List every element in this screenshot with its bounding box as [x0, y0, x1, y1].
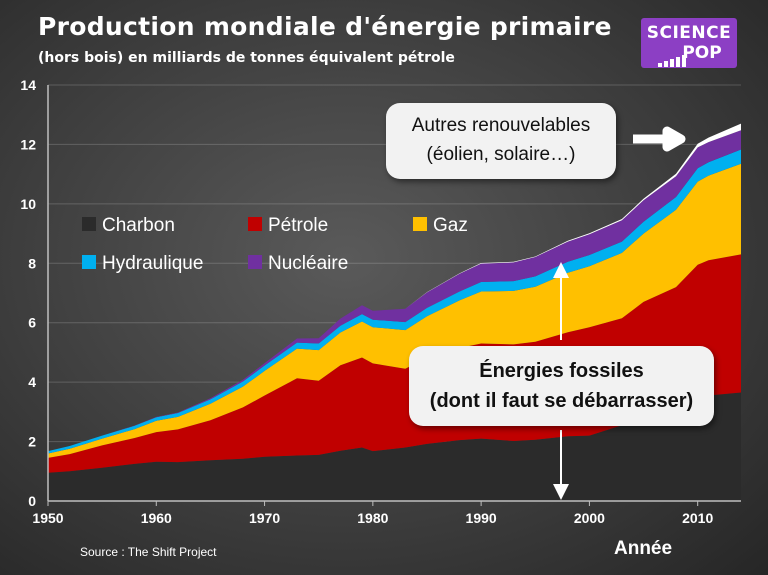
fossil-annotation: Énergies fossiles (dont il faut se débar…	[409, 346, 714, 426]
legend-label-charbon: Charbon	[102, 215, 175, 236]
logo-line2: POP	[682, 43, 722, 63]
annotation-arrows	[553, 126, 686, 500]
legend-swatch-petrole	[248, 217, 262, 231]
legend-label-petrole: Pétrole	[268, 215, 328, 236]
tick-labels: 0 2 4 6 8 10 12 14 1950 1960 1970 1980 1990 2000 2010	[20, 77, 713, 526]
y-tick-label: 0	[28, 493, 36, 509]
area-charbon	[48, 392, 741, 501]
area-series	[48, 123, 741, 501]
legend-swatch-nucleaire	[248, 255, 262, 269]
science-pop-logo: SCIENCE POP	[641, 18, 737, 68]
x-tick-label: 1980	[357, 510, 388, 526]
y-tick-label: 8	[28, 255, 36, 271]
y-tick-label: 2	[28, 434, 36, 450]
chart-title: Production mondiale d'énergie primaire	[38, 12, 612, 41]
fossil-line2: (dont il faut se débarrasser)	[429, 390, 694, 412]
x-tick-label: 1960	[141, 510, 172, 526]
legend-label-hydraulique: Hydraulique	[102, 253, 203, 274]
y-tick-label: 14	[20, 77, 36, 93]
axes	[47, 85, 741, 506]
y-tick-label: 12	[20, 136, 36, 152]
logo-line1: SCIENCE	[646, 23, 732, 43]
legend-swatch-gaz	[413, 217, 427, 231]
x-axis-title: Année	[614, 538, 673, 559]
y-tick-label: 4	[28, 374, 36, 390]
source-note: Source : The Shift Project	[80, 545, 217, 559]
legend-label-gaz: Gaz	[433, 215, 468, 236]
x-tick-label: 1950	[32, 510, 63, 526]
x-tick-label: 2000	[574, 510, 605, 526]
legend-swatch-hydraulique	[82, 255, 96, 269]
fossil-line1: Énergies fossiles	[479, 360, 644, 382]
y-tick-label: 10	[20, 196, 36, 212]
area-gaz	[48, 163, 741, 458]
legend: Charbon Pétrole Gaz Hydraulique Nucléaire	[82, 215, 468, 274]
renewables-annotation: Autres renouvelables (éolien, solaire…)	[386, 103, 616, 179]
y-tick-label: 6	[28, 315, 36, 331]
x-tick-label: 1990	[466, 510, 497, 526]
logo-bars-icon	[658, 48, 688, 67]
legend-label-nucleaire: Nucléaire	[268, 253, 348, 274]
renewables-arrow-icon	[633, 126, 686, 152]
x-tick-label: 2010	[682, 510, 713, 526]
chart-subtitle: (hors bois) en milliards de tonnes équiv…	[38, 50, 455, 66]
legend-swatch-charbon	[82, 217, 96, 231]
x-tick-label: 1970	[249, 510, 280, 526]
renewables-line2: (éolien, solaire…)	[426, 144, 576, 165]
renewables-line1: Autres renouvelables	[411, 115, 591, 136]
